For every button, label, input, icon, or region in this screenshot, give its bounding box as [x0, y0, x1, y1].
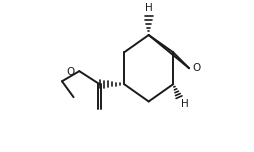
Text: O: O	[193, 63, 201, 73]
Text: H: H	[181, 99, 189, 109]
Text: H: H	[145, 3, 153, 13]
Text: O: O	[66, 67, 74, 77]
